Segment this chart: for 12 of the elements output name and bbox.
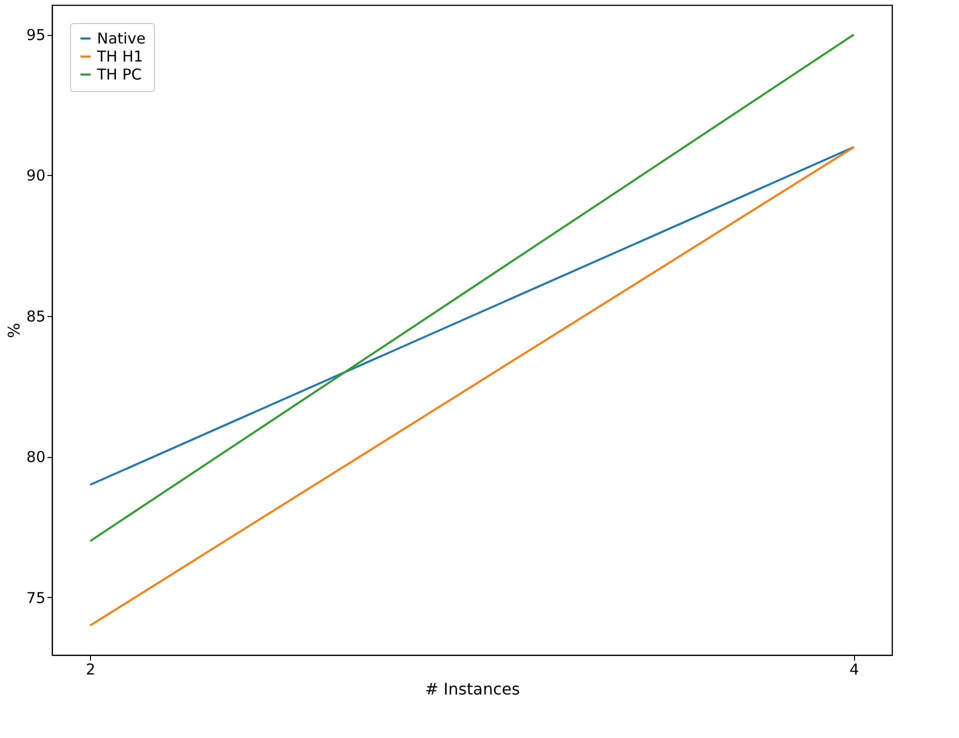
y-tick-label: 85 [26, 307, 46, 326]
legend-label: Native [97, 30, 146, 48]
y-tick-label: 90 [26, 166, 46, 185]
y-tick-label: 80 [26, 448, 46, 466]
x-tick-label: 4 [850, 660, 860, 678]
legend-label: TH PC [96, 66, 142, 84]
x-axis-title: # Instances [425, 680, 520, 698]
y-tick-label: 75 [26, 588, 46, 607]
y-axis-title: % [4, 322, 24, 338]
y-tick-label: 95 [26, 26, 46, 44]
legend-label: TH H1 [96, 48, 144, 66]
x-tick-label: 2 [86, 660, 96, 678]
